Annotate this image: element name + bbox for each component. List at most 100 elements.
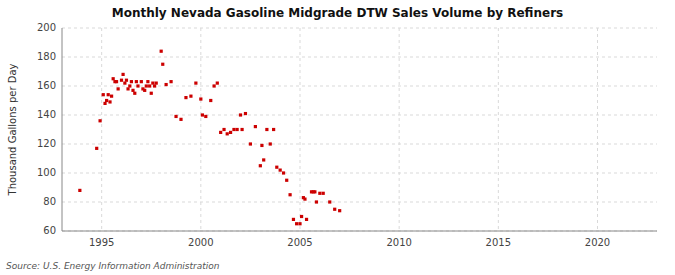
x-axis-line (62, 231, 657, 232)
point (209, 99, 212, 102)
point (288, 193, 291, 196)
y-grid-line (62, 57, 657, 58)
point (318, 192, 321, 195)
point (146, 80, 149, 83)
point (201, 113, 204, 116)
x-grid-line (399, 28, 400, 231)
point (300, 215, 303, 218)
point (140, 80, 143, 83)
y-tick-label: 100 (37, 167, 56, 178)
point (115, 80, 118, 83)
y-tick-label: 200 (37, 22, 56, 33)
point (120, 79, 123, 82)
point (169, 80, 172, 83)
point (110, 95, 113, 98)
point (282, 171, 285, 174)
x-tick-label: 2015 (486, 237, 511, 248)
point (262, 158, 265, 161)
x-grid-line (300, 28, 301, 231)
x-grid-line (498, 28, 499, 231)
point (112, 77, 115, 80)
points (78, 50, 341, 226)
point (189, 95, 192, 98)
point (204, 115, 207, 118)
point (108, 100, 111, 103)
point (199, 97, 202, 100)
point (222, 128, 225, 131)
point (125, 79, 128, 82)
grid (62, 28, 657, 231)
point (239, 113, 242, 116)
x-tick-label: 2005 (287, 237, 312, 248)
point (174, 115, 177, 118)
point (128, 84, 131, 87)
x-grid-line (101, 28, 102, 231)
point (155, 82, 158, 85)
point (136, 84, 139, 87)
x-grid-line (597, 28, 598, 231)
point (240, 128, 243, 131)
point (102, 93, 105, 96)
point (133, 92, 136, 95)
point (265, 128, 268, 131)
y-tick-label: 80 (43, 196, 56, 207)
point (269, 142, 272, 145)
point (219, 131, 222, 134)
y-grid-line (62, 202, 657, 203)
y-axis-line (62, 28, 63, 231)
point (123, 82, 126, 85)
point (260, 144, 263, 147)
y-tick-label: 120 (37, 138, 56, 149)
point (285, 179, 288, 182)
point (126, 87, 129, 90)
y-tick-label: 180 (37, 51, 56, 62)
x-tick-label: 2020 (585, 237, 610, 248)
point (103, 102, 106, 105)
point (295, 222, 298, 225)
point (179, 118, 182, 121)
point (229, 131, 232, 134)
point (272, 128, 275, 131)
point (254, 125, 257, 128)
y-axis-label: Thousand Gallons per Day (7, 63, 18, 196)
y-grid-line (62, 144, 657, 145)
point (244, 112, 247, 115)
point (232, 128, 235, 131)
point (145, 84, 148, 87)
point (98, 119, 101, 122)
annotation: Source: U.S. Energy Information Administ… (6, 261, 220, 271)
point (153, 84, 156, 87)
point (107, 93, 110, 96)
point (259, 164, 262, 167)
point (95, 147, 98, 150)
point (305, 218, 308, 221)
x-grid-line (200, 28, 201, 231)
point (131, 89, 134, 92)
x-tick-label: 2000 (188, 237, 213, 248)
point (151, 82, 154, 85)
point (236, 128, 239, 131)
point (338, 209, 341, 212)
point (117, 87, 120, 90)
point (322, 192, 325, 195)
title: Monthly Nevada Gasoline Midgrade DTW Sal… (112, 6, 564, 20)
point (315, 200, 318, 203)
x-tick-label: 2010 (386, 237, 411, 248)
point (279, 169, 282, 172)
point (165, 83, 168, 86)
point (292, 218, 295, 221)
point (216, 82, 219, 85)
point (130, 80, 133, 83)
point (298, 222, 301, 225)
point (121, 73, 124, 76)
y-grid-line (62, 231, 657, 232)
point (194, 82, 197, 85)
point (105, 99, 108, 102)
point (161, 63, 164, 66)
point (148, 84, 151, 87)
y-grid-line (62, 115, 657, 116)
point (313, 190, 316, 193)
y-tick-label: 140 (37, 109, 56, 120)
point (303, 198, 306, 201)
point (184, 96, 187, 99)
